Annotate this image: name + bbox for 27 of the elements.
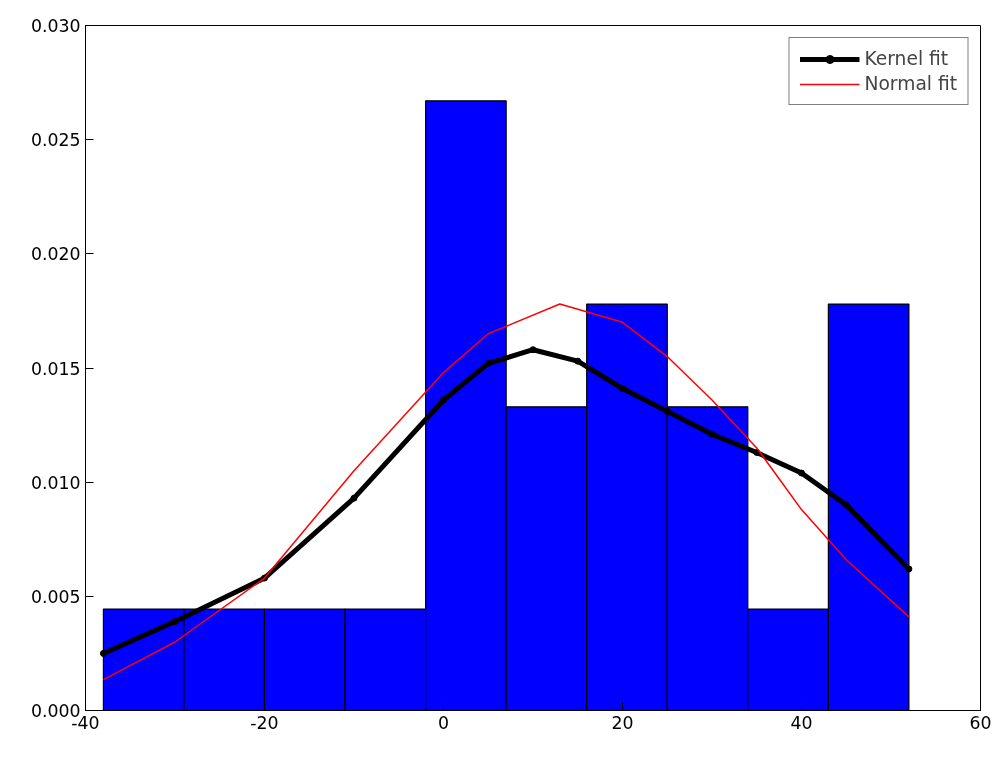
- y-tick-label: 0.015: [30, 358, 81, 379]
- point: [842, 501, 850, 509]
- point: [484, 359, 492, 367]
- x-tick-label: 20: [611, 712, 634, 733]
- y-tick-label: 0.005: [30, 586, 81, 607]
- x-tick-label: 40: [790, 712, 813, 733]
- point: [440, 396, 447, 404]
- point: [663, 407, 671, 415]
- point: [798, 469, 805, 477]
- x-tick-label: 0: [437, 712, 450, 733]
- x-tick-label: -20: [250, 712, 279, 733]
- point: [619, 385, 626, 393]
- point: [708, 430, 716, 438]
- point: [905, 565, 913, 573]
- point: [171, 617, 179, 625]
- y-tick-label: 0.030: [30, 16, 81, 36]
- y-tick-label: 0.020: [30, 244, 81, 265]
- point: [350, 494, 358, 502]
- x-tick-label: 60: [969, 712, 992, 733]
- y-tick-label: 0.025: [30, 130, 81, 151]
- point: [529, 346, 537, 354]
- legend-label: Normal fit: [864, 73, 957, 94]
- legend-label: Kernel fit: [864, 48, 949, 69]
- line-series: [102, 303, 910, 681]
- point: [99, 649, 107, 657]
- point: [574, 357, 582, 365]
- y-tick-label: 0.010: [30, 472, 81, 493]
